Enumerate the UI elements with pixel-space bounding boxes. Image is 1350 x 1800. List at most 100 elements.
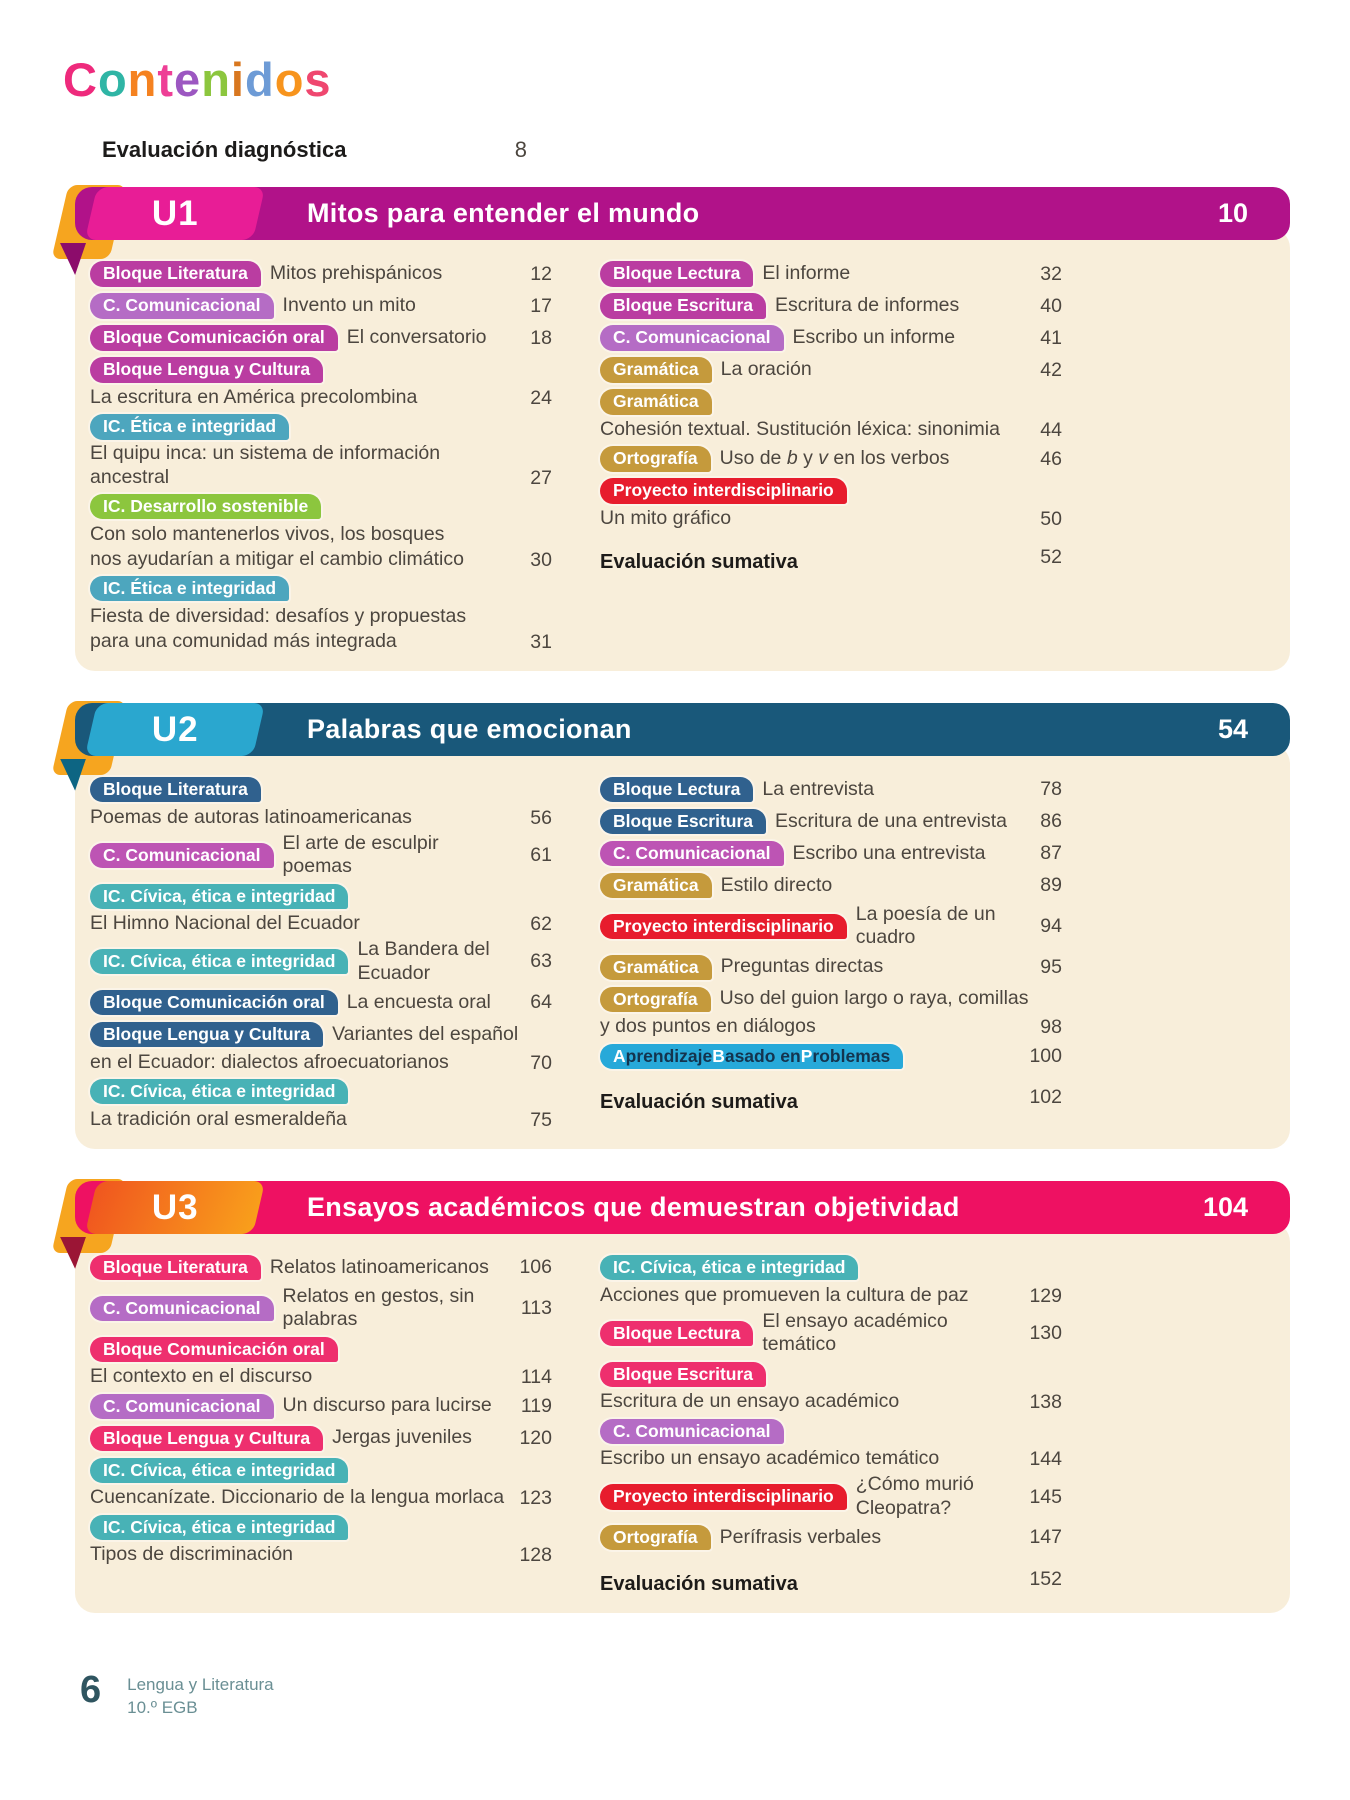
toc-page-number: 152 <box>1029 1568 1062 1590</box>
unit-title: Ensayos académicos que demuestran objeti… <box>307 1191 960 1222</box>
unit-page-number: 54 <box>1217 713 1248 744</box>
toc-page-number: 62 <box>530 913 552 936</box>
toc-entry-text: ¿Cómo murió Cleopatra? <box>855 1473 974 1520</box>
toc-entry-text: Con solo mantenerlos vivos, los bosques <box>90 522 445 545</box>
unit-code: U3 <box>151 1187 199 1227</box>
topic-pill: Bloque Comunicación oral <box>90 325 338 351</box>
toc-row: IC. Ética e integridad El quipu inca: un … <box>90 412 552 490</box>
toc-entry-text: La tradición oral esmeraldeña <box>90 1107 347 1130</box>
topic-pill: Bloque Escritura <box>600 1361 767 1387</box>
unit-tab: U2 <box>84 702 266 756</box>
toc-row: C. Comunicacional Escribo una entrevista 8… <box>600 839 1062 869</box>
unit-header: Mitos para entender el mundo 10 U1 <box>51 185 1290 275</box>
toc-entry-text: para una comunidad más integrada <box>90 629 397 652</box>
topic-pill: Proyecto interdisciplinario <box>600 1484 847 1510</box>
topic-pill: Bloque Comunicación oral <box>90 990 338 1016</box>
unit-banner: Mitos para entender el mundo 10 <box>75 187 1290 240</box>
right-column: Bloque Lectura El informe 32 Bloque Escritu… <box>600 258 1062 655</box>
title-letter: s <box>304 53 332 106</box>
topic-pill: Gramática <box>600 357 712 383</box>
title-letter: e <box>174 53 202 106</box>
toc-entry-text: Evaluación sumativa <box>600 1572 798 1595</box>
title-letter: t <box>157 53 175 106</box>
topic-pill: Bloque Lengua y Cultura <box>90 1425 324 1451</box>
toc-row: Bloque Lengua y Cultura Jergas juveniles 1… <box>90 1423 552 1453</box>
unit-page-number: 10 <box>1217 198 1248 228</box>
toc-page-number: 89 <box>1040 874 1062 897</box>
toc-page-number: 78 <box>1040 778 1062 801</box>
toc-page-number: 119 <box>520 1394 552 1417</box>
unit-tab: U3 <box>84 1180 266 1234</box>
title-letter: i <box>230 53 245 106</box>
toc-entry-text: Uso de b y v en los verbos <box>719 447 950 470</box>
unit-header: Palabras que emocionan 54 U2 <box>51 700 1290 791</box>
topic-pill: IC. Ética e integridad <box>90 414 290 440</box>
toc-page-number: 145 <box>1029 1485 1062 1508</box>
toc-page-number: 75 <box>530 1108 552 1131</box>
toc-page: Contenidos Evaluación diagnóstica 8 Mito… <box>51 53 1290 1720</box>
toc-page-number: 123 <box>519 1487 552 1510</box>
book-title: Lengua y Literatura <box>127 1675 274 1695</box>
toc-row: Bloque Literatura Mitos prehispánicos 12 <box>90 259 552 289</box>
topic-pill: IC. Cívica, ética e integridad <box>600 1255 859 1281</box>
unit-header: Ensayos académicos que demuestran objeti… <box>51 1178 1290 1269</box>
toc-entry-text: Preguntas directas <box>720 955 884 978</box>
toc-entry-text: en el Ecuador: dialectos afroecuatoriano… <box>90 1050 449 1073</box>
toc-page-number: 64 <box>530 991 552 1014</box>
toc-row: C. Comunicacional El arte de esculpir poe… <box>90 832 552 880</box>
topic-pill: IC. Desarrollo sostenible <box>90 494 322 520</box>
toc-row: Proyecto interdisciplinario La poesía de … <box>600 903 1062 951</box>
toc-entry-text: Perífrasis verbales <box>719 1525 882 1548</box>
unit-code: U1 <box>151 193 199 233</box>
title-letter: C <box>63 53 98 106</box>
topic-pill: Bloque Lengua y Cultura <box>90 1022 324 1048</box>
topic-pill: C. Comunicacional <box>600 325 784 351</box>
toc-page-number: 129 <box>1029 1284 1062 1307</box>
toc-page-number: 130 <box>1029 1321 1062 1344</box>
diagnostic-page-number: 8 <box>514 137 527 162</box>
left-column: Bloque Literatura Mitos prehispánicos 12 C.… <box>90 258 552 655</box>
toc-page-number: 94 <box>1040 914 1062 937</box>
toc-row: IC. Desarrollo sostenible Con solo manten… <box>90 492 552 572</box>
left-column: Bloque Literatura Relatos latinoamericano… <box>90 1252 552 1598</box>
toc-row: Evaluación sumativa 102 <box>600 1081 1062 1114</box>
topic-pill: Gramática <box>600 873 712 899</box>
title-letter: o <box>97 53 128 106</box>
unit-body: Bloque Literatura Poemas de autoras latin… <box>75 743 1290 1149</box>
toc-entry-text: La poesía de un cuadro <box>855 902 996 949</box>
toc-entry-text: Poemas de autoras latinoamericanas <box>90 805 412 828</box>
toc-entry-text: La encuesta oral <box>346 990 491 1013</box>
toc-row: Bloque Literatura Poemas de autoras latin… <box>90 775 552 830</box>
footer-meta: Lengua y Literatura 10.º EGB <box>127 1671 274 1720</box>
topic-pill: C. Comunicacional <box>600 841 784 867</box>
title-letter: d <box>244 53 275 106</box>
toc-entry-text: Estilo directo <box>720 873 833 896</box>
toc-page-number: 24 <box>530 387 552 409</box>
topic-pill: IC. Ética e integridad <box>90 576 290 602</box>
toc-entry-text: Relatos latinoamericanos <box>269 1255 489 1278</box>
right-column: IC. Cívica, ética e integridad Acciones q… <box>600 1252 1062 1598</box>
toc-row: Evaluación sumativa 152 <box>600 1563 1062 1596</box>
toc-page-number: 106 <box>519 1256 552 1279</box>
toc-entry-text: El informe <box>762 262 851 285</box>
grade-label: 10.º EGB <box>127 1698 198 1718</box>
toc-entry-text: Escritura de una entrevista <box>775 809 1007 832</box>
toc-page-number: 12 <box>530 262 552 285</box>
toc-row: IC. Cívica, ética e integridad Tipos de d… <box>90 1512 552 1567</box>
topic-pill: Bloque Escritura <box>600 293 767 319</box>
toc-row: Ortografía Perífrasis verbales 147 <box>600 1523 1062 1553</box>
toc-row: Bloque Literatura Relatos latinoamericano… <box>90 1253 552 1283</box>
topic-pill: Ortografía <box>600 1525 711 1551</box>
toc-entry-text: El ensayo académico temático <box>762 1309 948 1356</box>
toc-row: C. Comunicacional Escribo un informe 41 <box>600 323 1062 353</box>
topic-pill: Bloque Lectura <box>600 1320 754 1347</box>
toc-row: Gramática Preguntas directas 95 <box>600 952 1062 982</box>
toc-entry-text: El quipu inca: un sistema de información… <box>90 442 441 488</box>
toc-page-number: 70 <box>530 1051 552 1074</box>
topic-pill: C. Comunicacional <box>90 293 274 319</box>
toc-entry-text: La entrevista <box>762 777 875 800</box>
topic-pill: IC. Cívica, ética e integridad <box>90 949 349 975</box>
toc-row: Bloque Escritura Escritura de informes 40 <box>600 291 1062 321</box>
page-footer: 6 Lengua y Literatura 10.º EGB <box>80 1671 1290 1720</box>
toc-row: Bloque Lengua y Cultura La escritura en A… <box>90 355 552 410</box>
